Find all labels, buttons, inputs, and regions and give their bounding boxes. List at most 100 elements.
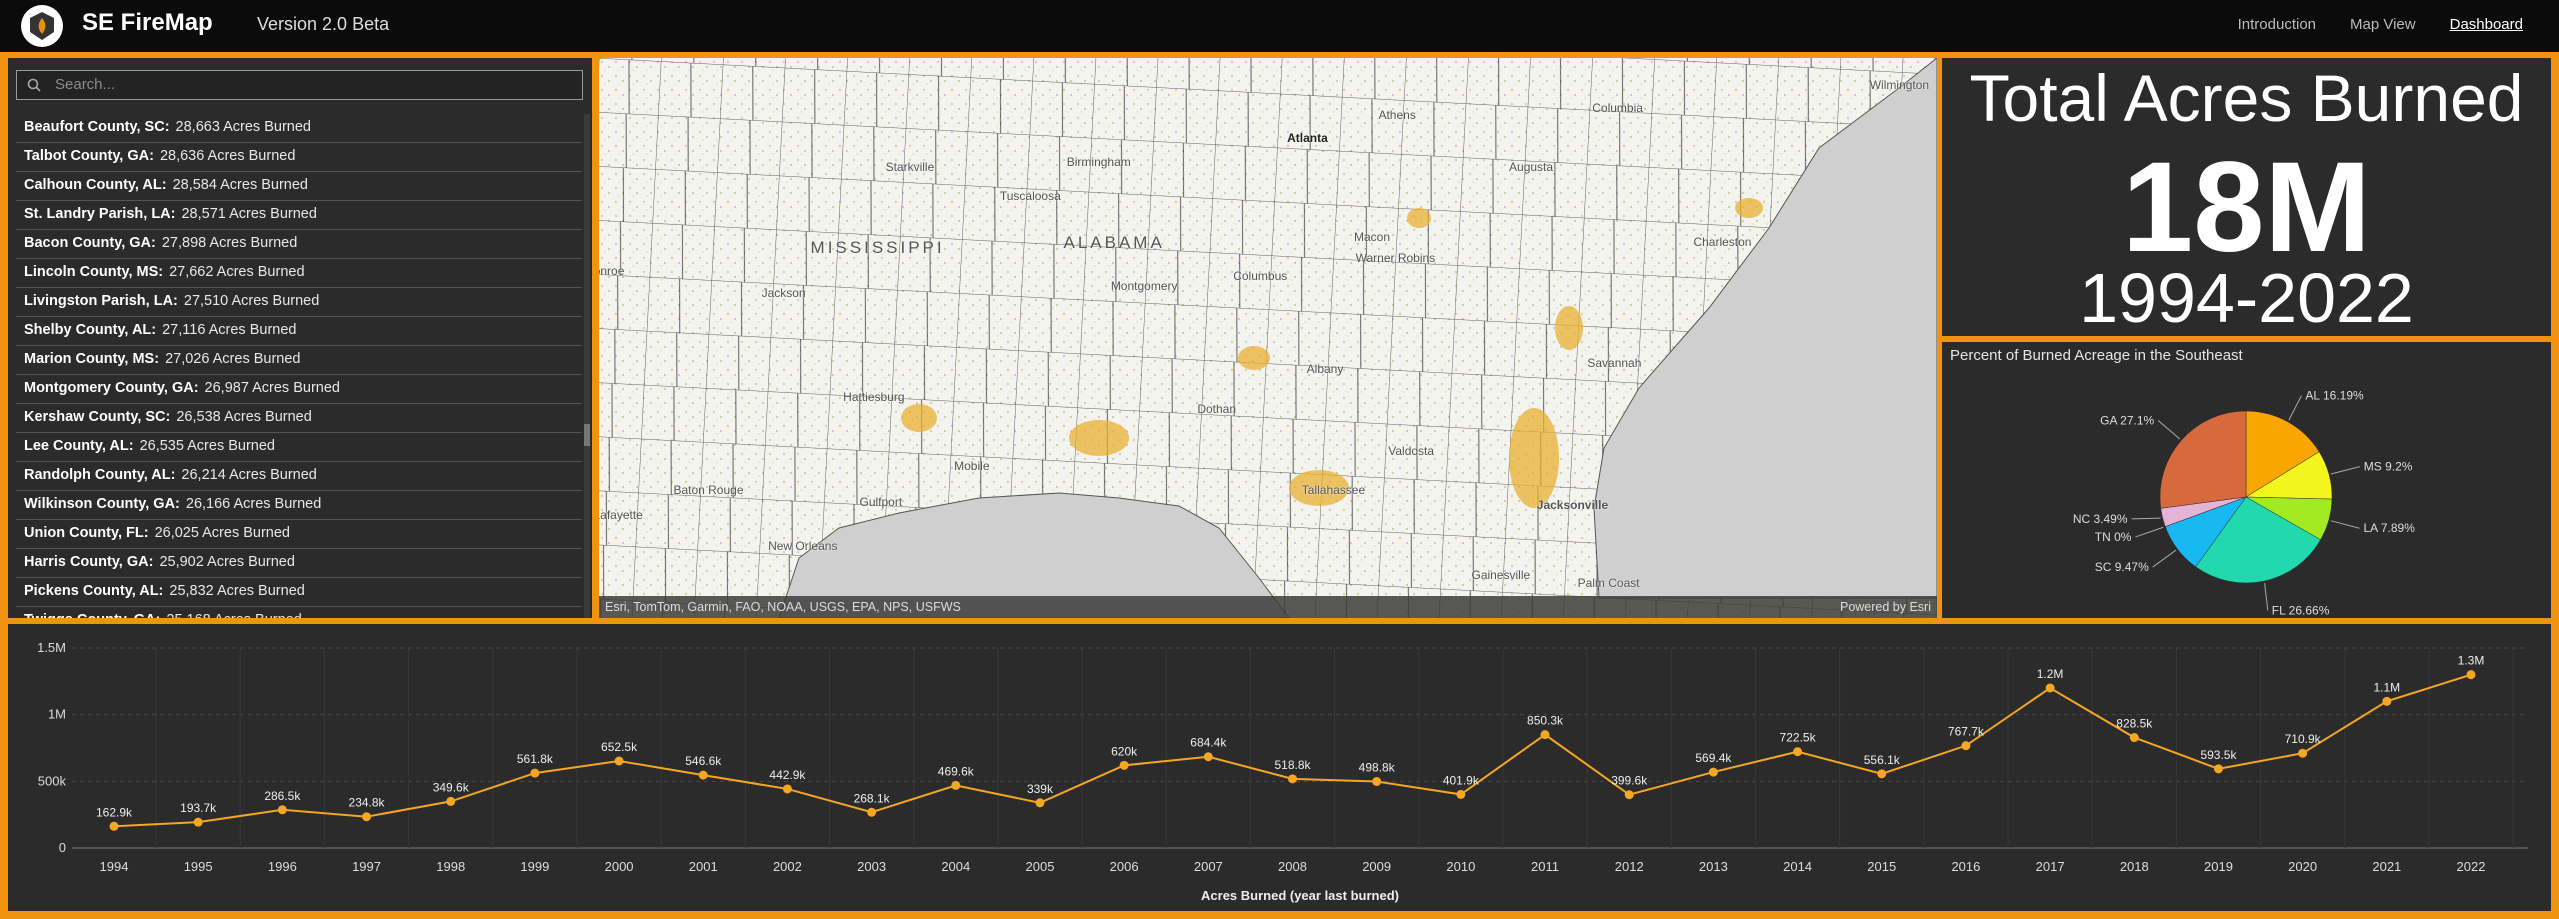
leader-line [2135,526,2164,538]
place-label: Monroe [599,264,625,279]
pie-slice [2245,410,2320,498]
x-tick-label: 2002 [773,859,802,874]
county-name: Wilkinson County, GA: [24,496,180,512]
nav-link[interactable]: Map View [2350,16,2416,33]
x-tick-label: 2014 [1783,859,1812,874]
county-item[interactable]: Beaufort County, SC: 28,663 Acres Burned [16,114,582,143]
county-item[interactable]: Kershaw County, SC: 26,538 Acres Burned [16,404,582,433]
county-item[interactable]: Lincoln County, MS: 27,662 Acres Burned [16,259,582,288]
county-item[interactable]: Twiggs County, GA: 25,168 Acres Burned [16,607,582,618]
place-label: Hattiesburg [843,390,905,405]
county-item[interactable]: Lee County, AL: 26,535 Acres Burned [16,433,582,462]
acres-label: 26,538 Acres Burned [176,409,312,425]
data-label: 652.5k [601,740,638,754]
stat-period: 1994-2022 [2079,259,2414,336]
county-item[interactable]: Bacon County, GA: 27,898 Acres Burned [16,230,582,259]
point [193,817,203,827]
acres-label: 27,116 Acres Burned [162,322,297,338]
nav-link[interactable]: Dashboard [2449,16,2523,33]
data-label: 593.5k [2200,748,2237,762]
data-label: 339k [1027,782,1054,796]
map[interactable]: Athens Columbia Wilmington Starkville Birmin… [599,58,1937,618]
data-label: 399.6k [1611,774,1648,788]
data-label: 498.8k [1359,760,1396,774]
search-input[interactable]: Search... [16,70,583,100]
county-item[interactable]: Union County, FL: 26,025 Acres Burned [16,520,582,549]
version: Version 2.0 Beta [257,14,390,34]
data-label: 850.3k [1527,714,1564,728]
county-name: Montgomery County, GA: [24,380,199,396]
data-label: 162.9k [96,805,133,819]
attribution-bar: Esri, TomTom, Garmin, FAO, NOAA, USGS, E… [599,596,1937,618]
point [2213,764,2223,774]
acres-label: 28,584 Acres Burned [172,177,308,193]
data-label: 349.6k [433,780,470,794]
county-item[interactable]: Randolph County, AL: 26,214 Acres Burned [16,462,582,491]
powered-by[interactable]: Powered by Esri [1839,600,1931,614]
leader-line [2152,549,2177,568]
data-label: NC 3.49% [2073,512,2128,526]
acres-label: 25,902 Acres Burned [159,554,295,570]
data-label: 620k [1111,744,1138,758]
acres-label: 25,168 Acres Burned [166,612,301,618]
place-label: Gulfport [859,494,903,509]
x-tick-label: 2018 [2120,859,2149,874]
scrollbar[interactable] [584,114,590,618]
leader-line [2157,420,2181,440]
county-name: Lincoln County, MS: [24,264,164,280]
place-label: Tallahassee [1301,483,1366,498]
point [277,805,287,815]
place-label: Jacksonville [1536,497,1609,512]
place-label: MISSISSIPPI [810,238,945,258]
place-label: Savannah [1587,355,1642,370]
place-label: Charleston [1693,235,1752,250]
county-name: Lee County, AL: [24,438,134,454]
x-tick-label: 2004 [941,859,970,874]
leader-line [2288,395,2302,421]
nav: Introduction Map View Dashboard [2238,16,2523,33]
acres-label: 27,510 Acres Burned [183,293,320,309]
x-tick-label: 2021 [2372,859,2401,874]
point [1540,730,1550,740]
point [698,770,708,780]
chart-title: Percent of Burned Acreage in the Southea… [1950,347,2244,364]
county-name: Calhoun County, AL: [24,177,167,193]
point [2129,733,2139,743]
county-item[interactable]: Marion County, MS: 27,026 Acres Burned [16,346,582,375]
data-label: 828.5k [2116,717,2153,731]
data-label: 193.7k [180,801,217,815]
x-tick-label: 2012 [1615,859,1644,874]
nav-link[interactable]: Introduction [2237,16,2317,33]
county-item[interactable]: Livingston Parish, LA: 27,510 Acres Burne… [16,288,582,317]
pie-panel: Percent of Burned Acreage in the Southea… [1942,342,2551,618]
point [1035,798,1045,808]
place-label: ALABAMA [1063,233,1165,253]
data-label: 1.2M [2037,667,2064,681]
county-item[interactable]: Wilkinson County, GA: 26,166 Acres Burned [16,491,582,520]
county-item[interactable]: Shelby County, AL: 27,116 Acres Burned [16,317,582,346]
county-name: Beaufort County, SC: [24,119,170,135]
data-label: 722.5k [1780,731,1817,745]
county-name: Twiggs County, GA: [24,612,160,618]
acres-label: 26,214 Acres Burned [181,467,317,483]
place-label: Augusta [1509,159,1554,174]
line-panel: 0 500k 1M 1.5M 1994 1995 1996 1997 1998 1999 2000 2… [8,624,2551,911]
county-name: Shelby County, AL: [24,322,157,338]
x-tick-label: 2010 [1446,859,1475,874]
county-list: Beaufort County, SC: 28,663 Acres Burned T… [16,114,582,618]
x-tick-label: 2015 [1867,859,1896,874]
county-item[interactable]: Montgomery County, GA: 26,987 Acres Burne… [16,375,582,404]
header: SE FireMap Version 2.0 Beta Introduction… [0,0,2559,52]
y-tick-label: 0 [59,840,66,855]
county-item[interactable]: Calhoun County, AL: 28,584 Acres Burned [16,172,582,201]
x-tick-label: 1997 [352,859,381,874]
place-label: Valdosta [1388,443,1435,458]
county-item[interactable]: Talbot County, GA: 28,636 Acres Burned [16,143,582,172]
place-label: Birmingham [1066,155,1131,170]
place-label: Mobile [954,458,990,473]
county-item[interactable]: Pickens County, AL: 25,832 Acres Burned [16,578,582,607]
county-item[interactable]: St. Landry Parish, LA: 28,571 Acres Burne… [16,201,582,230]
point [1372,776,1382,786]
point [867,807,877,817]
county-item[interactable]: Harris County, GA: 25,902 Acres Burned [16,549,582,578]
